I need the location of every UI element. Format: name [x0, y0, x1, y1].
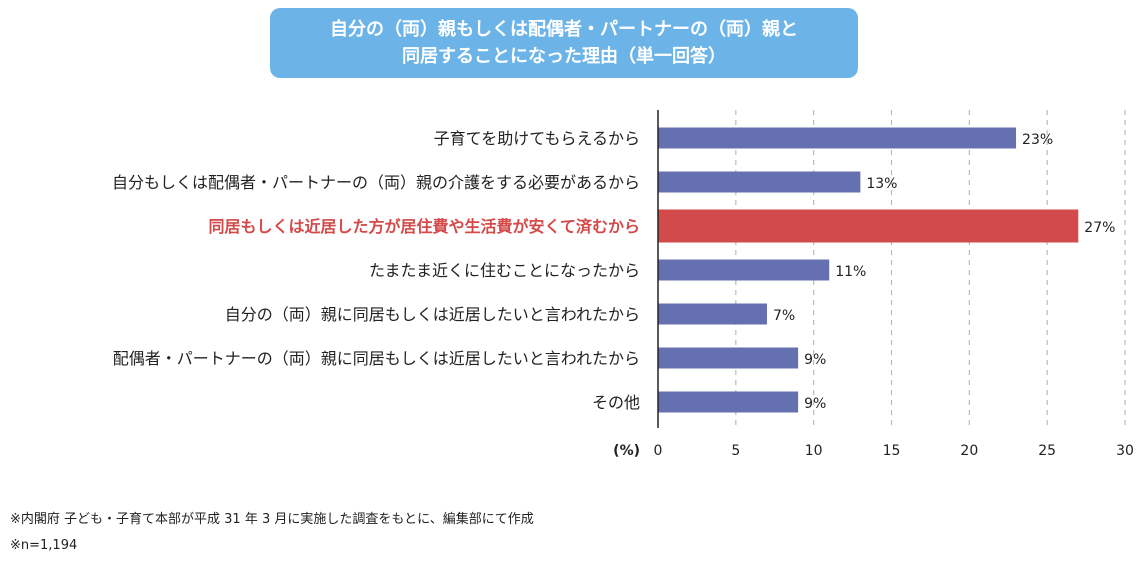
x-tick-label: 15 — [883, 443, 901, 459]
bar — [658, 171, 861, 193]
sample-size-footnote: ※n=1,194 — [10, 538, 78, 553]
value-label: 9% — [804, 352, 826, 368]
bar — [658, 303, 767, 325]
x-tick-label: 5 — [731, 443, 740, 459]
bar — [658, 347, 799, 369]
chart-title: 自分の（両）親もしくは配偶者・パートナーの（両）親と 同居することになった理由（… — [270, 8, 858, 78]
category-label: 配偶者・パートナーの（両）親に同居もしくは近居したいと言われたから — [113, 349, 640, 368]
category-label: 自分の（両）親に同居もしくは近居したいと言われたから — [225, 305, 640, 324]
bar — [658, 391, 799, 413]
x-tick-label: 20 — [960, 443, 978, 459]
category-label: 子育てを助けてもらえるから — [434, 129, 640, 148]
chart-title-line2: 同居することになった理由（単一回答） — [402, 46, 726, 67]
x-tick-label: 10 — [805, 443, 823, 459]
category-label: その他 — [592, 393, 640, 412]
x-tick-label: 0 — [654, 443, 663, 459]
bar — [658, 127, 1017, 149]
value-label: 9% — [804, 396, 826, 412]
source-footnote: ※内閣府 子ども・子育て本部が平成 31 年 3 月に実施した調査をもとに、編集… — [10, 512, 534, 527]
category-label: 自分もしくは配偶者・パートナーの（両）親の介護をする必要があるから — [112, 173, 640, 192]
bar-chart: 子育てを助けてもらえるから 23% 自分もしくは配偶者・パートナーの（両）親の介護を… — [112, 110, 1134, 459]
category-label: 同居もしくは近居した方が居住費や生活費が安くて済むから — [208, 217, 640, 236]
chart-title-line1: 自分の（両）親もしくは配偶者・パートナーの（両）親と — [330, 19, 798, 40]
value-label: 27% — [1084, 220, 1115, 236]
category-label: たまたま近くに住むことになったから — [369, 261, 640, 280]
x-tick-label: 30 — [1116, 443, 1134, 459]
value-label: 23% — [1022, 132, 1053, 148]
x-tick-label: 25 — [1038, 443, 1056, 459]
value-label: 7% — [773, 308, 795, 324]
value-label: 13% — [866, 176, 897, 192]
bar — [658, 209, 1079, 243]
value-label: 11% — [835, 264, 866, 280]
bar — [658, 259, 830, 281]
x-axis-unit-label: (%) — [613, 443, 640, 459]
